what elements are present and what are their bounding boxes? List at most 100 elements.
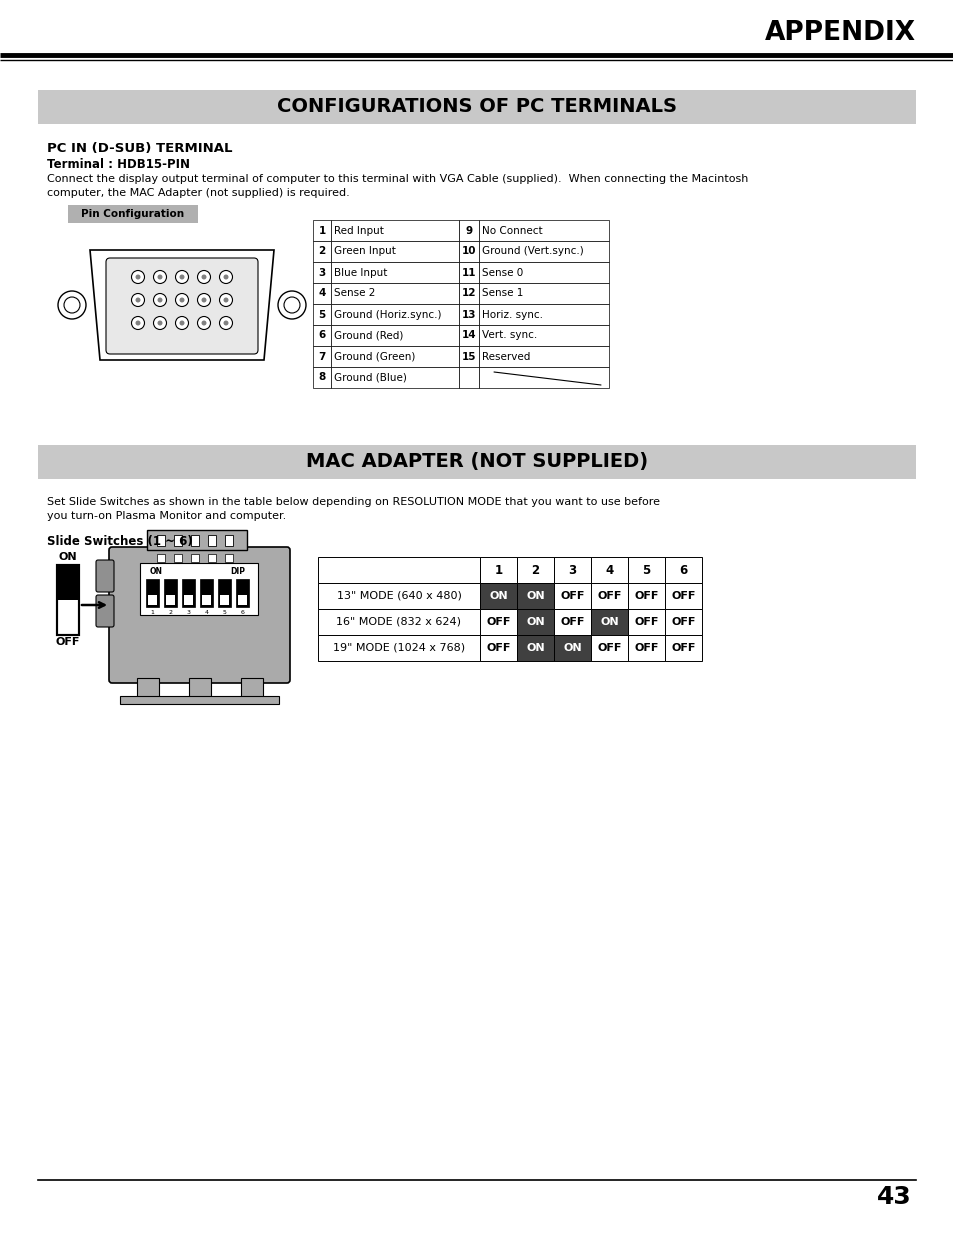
- Circle shape: [157, 298, 162, 303]
- Bar: [479, 635, 517, 661]
- Text: 1: 1: [318, 226, 325, 236]
- Text: Set Slide Switches as shown in the table below depending on RESOLUTION MODE that: Set Slide Switches as shown in the table…: [47, 496, 659, 521]
- Text: No Connect: No Connect: [481, 226, 542, 236]
- Text: 11: 11: [461, 268, 476, 278]
- Circle shape: [153, 316, 167, 330]
- FancyBboxPatch shape: [96, 559, 113, 592]
- Text: 1: 1: [151, 610, 154, 615]
- Circle shape: [179, 298, 184, 303]
- Circle shape: [157, 274, 162, 279]
- Text: OFF: OFF: [634, 592, 658, 601]
- Bar: [313, 325, 331, 346]
- Circle shape: [132, 294, 144, 306]
- Circle shape: [219, 294, 233, 306]
- Bar: [147, 530, 247, 550]
- Bar: [148, 595, 157, 605]
- Bar: [184, 595, 193, 605]
- Bar: [479, 557, 517, 583]
- Bar: [57, 564, 79, 635]
- Bar: [590, 583, 627, 609]
- Bar: [554, 583, 590, 609]
- Text: Ground (Red): Ground (Red): [334, 331, 403, 341]
- Bar: [164, 579, 177, 606]
- Bar: [478, 241, 608, 262]
- Bar: [331, 283, 458, 304]
- Bar: [38, 90, 915, 124]
- Bar: [478, 220, 608, 241]
- Text: 5: 5: [318, 310, 325, 320]
- Text: 4: 4: [318, 289, 325, 299]
- Circle shape: [223, 298, 229, 303]
- Text: OFF: OFF: [597, 592, 621, 601]
- Circle shape: [135, 274, 140, 279]
- Bar: [57, 564, 79, 635]
- Text: ON: ON: [562, 643, 581, 653]
- Circle shape: [132, 316, 144, 330]
- Bar: [554, 609, 590, 635]
- Text: OFF: OFF: [559, 592, 584, 601]
- Bar: [200, 579, 213, 606]
- Bar: [458, 367, 478, 388]
- Text: ON: ON: [599, 618, 618, 627]
- Bar: [191, 535, 199, 546]
- Text: CONFIGURATIONS OF PC TERMINALS: CONFIGURATIONS OF PC TERMINALS: [276, 98, 677, 116]
- Bar: [458, 283, 478, 304]
- Bar: [235, 579, 249, 606]
- Text: Pin Configuration: Pin Configuration: [81, 209, 184, 219]
- Bar: [331, 220, 458, 241]
- Bar: [590, 609, 627, 635]
- Bar: [313, 241, 331, 262]
- Bar: [554, 557, 590, 583]
- Text: 13: 13: [461, 310, 476, 320]
- Text: OFF: OFF: [559, 618, 584, 627]
- Bar: [478, 367, 608, 388]
- Circle shape: [219, 316, 233, 330]
- Bar: [140, 563, 257, 615]
- Text: Vert. sync.: Vert. sync.: [481, 331, 537, 341]
- Text: 10: 10: [461, 247, 476, 257]
- Bar: [317, 609, 479, 635]
- Text: ON: ON: [489, 592, 507, 601]
- Bar: [479, 609, 517, 635]
- Text: 9: 9: [465, 226, 472, 236]
- Text: Reserved: Reserved: [481, 352, 530, 362]
- Text: Connect the display output terminal of computer to this terminal with VGA Cable : Connect the display output terminal of c…: [47, 174, 747, 198]
- Text: 14: 14: [461, 331, 476, 341]
- Bar: [313, 283, 331, 304]
- Bar: [458, 304, 478, 325]
- Text: 4: 4: [204, 610, 209, 615]
- Text: APPENDIX: APPENDIX: [764, 20, 915, 46]
- Circle shape: [201, 274, 206, 279]
- Bar: [331, 241, 458, 262]
- Circle shape: [223, 321, 229, 326]
- Bar: [478, 346, 608, 367]
- Text: OFF: OFF: [597, 643, 621, 653]
- Bar: [331, 325, 458, 346]
- Bar: [157, 535, 165, 546]
- Bar: [331, 346, 458, 367]
- Bar: [517, 609, 554, 635]
- Bar: [317, 583, 479, 609]
- Bar: [313, 262, 331, 283]
- Circle shape: [153, 294, 167, 306]
- FancyBboxPatch shape: [96, 595, 113, 627]
- Bar: [458, 262, 478, 283]
- Bar: [331, 262, 458, 283]
- FancyBboxPatch shape: [106, 258, 257, 354]
- Circle shape: [175, 294, 189, 306]
- Circle shape: [201, 321, 206, 326]
- Bar: [218, 579, 231, 606]
- Text: 15: 15: [461, 352, 476, 362]
- Bar: [313, 304, 331, 325]
- Bar: [146, 579, 159, 606]
- Bar: [664, 557, 701, 583]
- Bar: [554, 635, 590, 661]
- Circle shape: [132, 270, 144, 284]
- Text: OFF: OFF: [56, 637, 80, 647]
- Text: 1: 1: [494, 563, 502, 577]
- Bar: [664, 583, 701, 609]
- Bar: [202, 595, 211, 605]
- Text: ON: ON: [526, 618, 544, 627]
- Circle shape: [223, 274, 229, 279]
- Bar: [191, 555, 199, 562]
